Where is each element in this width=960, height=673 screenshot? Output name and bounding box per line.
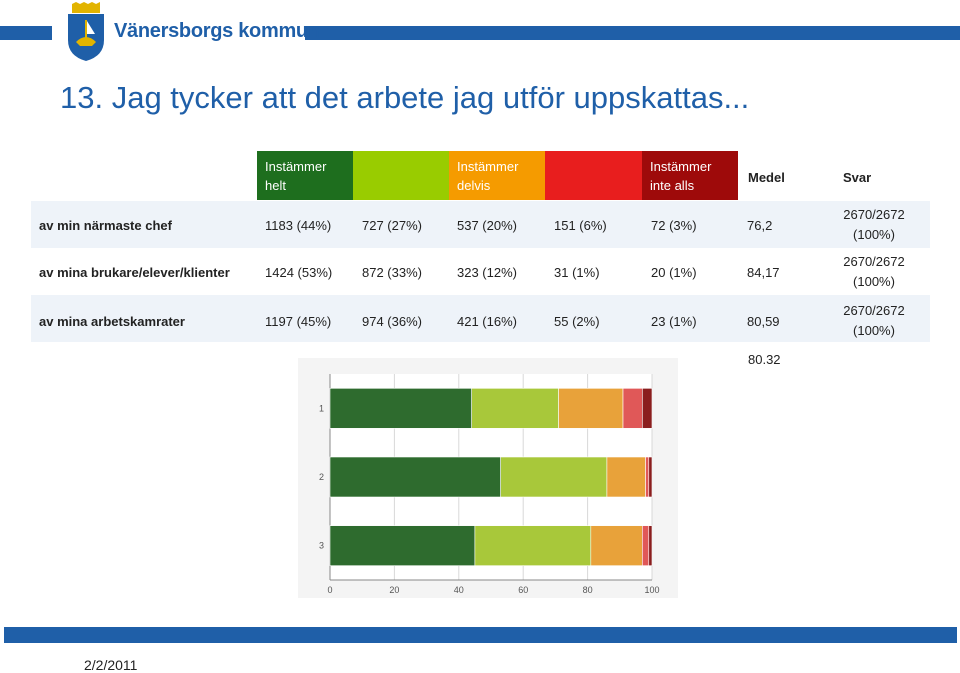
cell-value: 1424 (53%) (265, 265, 333, 280)
col-header-1: Instämmer helt (257, 151, 353, 200)
stacked-bar-chart: 0 20 40 60 80 100 1 2 3 (319, 374, 660, 595)
bar-segment (648, 456, 653, 498)
col-header-3-label: Instämmer delvis (457, 159, 519, 193)
table-row: av mina arbetskamrater 1197 (45%) 974 (3… (31, 295, 930, 342)
cell-value: 72 (3%) (651, 218, 697, 233)
footer-bar (4, 627, 957, 643)
chart-area: 0 20 40 60 80 100 1 2 3 (298, 358, 678, 598)
cell-value: 974 (36%) (362, 314, 422, 329)
slide-title: 13. Jag tycker att det arbete jag utför … (60, 80, 750, 115)
bar-segment (329, 456, 501, 498)
x-tick-label: 40 (454, 585, 464, 595)
y-tick-label: 3 (319, 541, 324, 551)
top-bar-left (0, 26, 52, 40)
cell-svar: 2670/2672 (100%) (843, 254, 905, 289)
row-label: av mina arbetskamrater (39, 314, 185, 329)
bar-segment (329, 388, 472, 429)
bar-segment (329, 525, 476, 566)
bar-segment (558, 388, 624, 429)
cell-value: 55 (2%) (554, 314, 600, 329)
bar-segment (622, 388, 643, 429)
x-tick-label: 20 (389, 585, 399, 595)
cell-value: 1197 (45%) (265, 314, 332, 329)
footer-date: 2/2/2011 (84, 657, 138, 673)
bar-segment (474, 525, 592, 566)
row-label: av mina brukare/elever/klienter (39, 265, 230, 280)
x-tick-label: 0 (327, 585, 332, 595)
cell-value: 31 (1%) (554, 265, 600, 280)
cell-value: 151 (6%) (554, 218, 607, 233)
x-tick-label: 100 (644, 585, 659, 595)
bar-segment (648, 525, 653, 566)
cell-value: 537 (20%) (457, 218, 517, 233)
cell-value: 23 (1%) (651, 314, 697, 329)
col-header-medel: Medel (748, 170, 785, 185)
cell-value: 727 (27%) (362, 218, 422, 233)
x-tick-label: 60 (518, 585, 528, 595)
cell-value: 872 (33%) (362, 265, 422, 280)
col-header-5-label: Instämmer inte alls (650, 159, 712, 193)
cell-svar: 2670/2672 (100%) (843, 207, 905, 242)
bar-segment (606, 456, 646, 498)
col-header-3: Instämmer delvis (449, 151, 545, 200)
col-header-1-label: Instämmer helt (265, 159, 327, 193)
table-row: av min närmaste chef 1183 (44%) 727 (27%… (31, 201, 930, 248)
y-tick-label: 1 (319, 403, 324, 413)
average-value: 80.32 (748, 352, 781, 367)
brand-name: Vänersborgs kommun (114, 20, 320, 42)
bar-segment (471, 388, 559, 429)
cell-medel: 76,2 (747, 218, 773, 233)
cell-value: 20 (1%) (651, 265, 697, 280)
top-bar-right (305, 26, 960, 40)
bar-segment (642, 388, 653, 429)
cell-value: 323 (12%) (457, 265, 517, 280)
col-header-4 (545, 151, 642, 200)
bar-segment (590, 525, 643, 566)
coat-of-arms-logo (68, 2, 104, 61)
cell-value: 421 (16%) (457, 314, 517, 329)
x-tick-label: 80 (583, 585, 593, 595)
col-header-5: Instämmer inte alls (642, 151, 738, 200)
col-header-svar: Svar (843, 170, 872, 185)
col-header-2 (353, 151, 449, 200)
row-label: av min närmaste chef (39, 218, 172, 233)
table-row: av mina brukare/elever/klienter 1424 (53… (31, 248, 930, 295)
bar-segment (642, 525, 650, 566)
bar-segment (645, 456, 650, 498)
y-tick-label: 2 (319, 472, 324, 482)
cell-svar: 2670/2672 (100%) (843, 303, 905, 338)
bar-segment (500, 456, 608, 498)
cell-medel: 84,17 (747, 265, 780, 280)
cell-medel: 80,59 (747, 314, 780, 329)
cell-value: 1183 (44%) (265, 218, 332, 233)
